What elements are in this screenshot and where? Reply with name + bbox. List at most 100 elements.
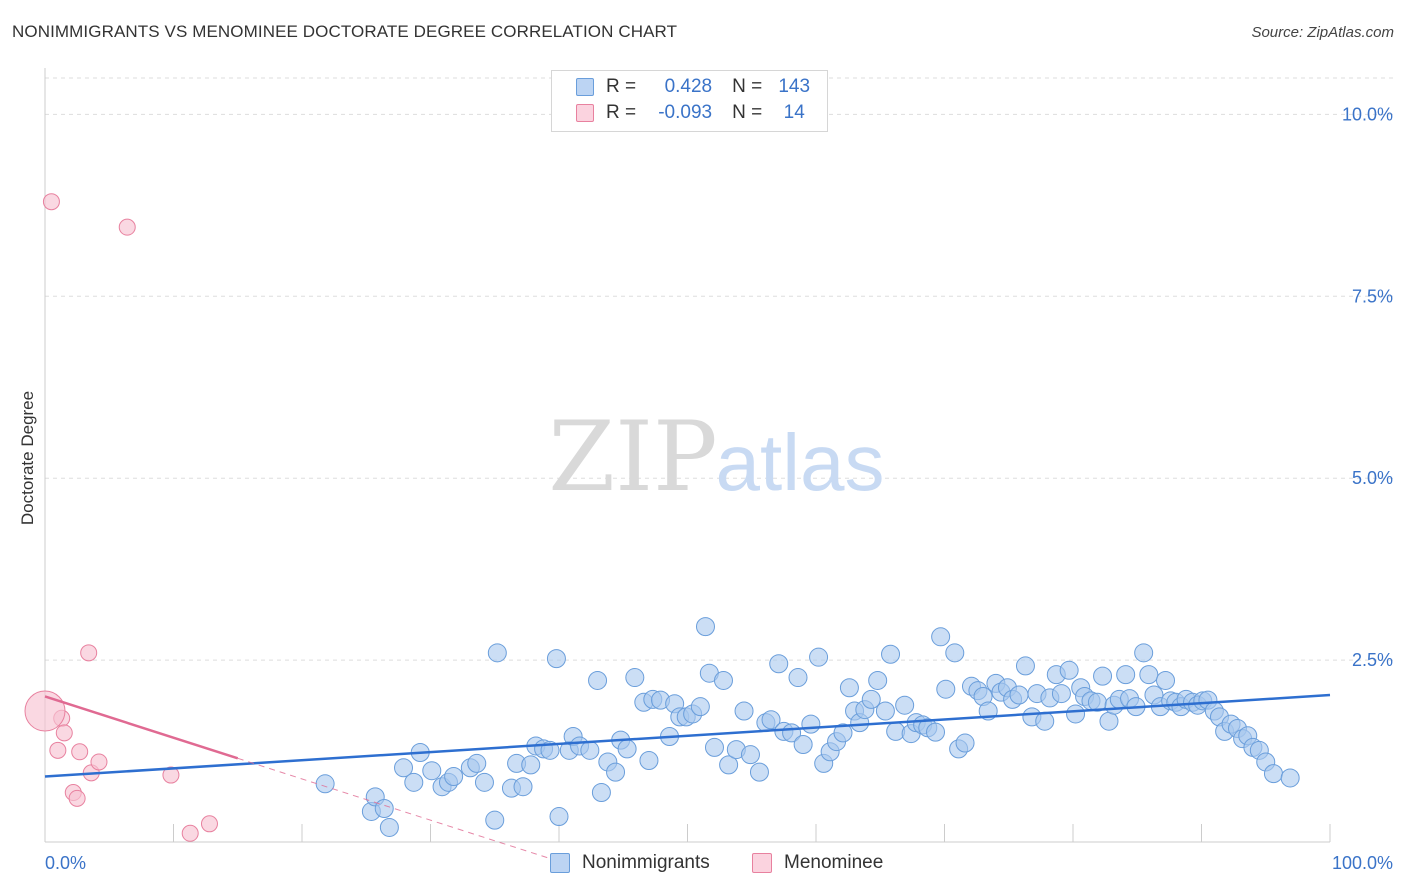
nonimmigrants-point <box>1280 768 1300 788</box>
legend-swatch-pink <box>752 853 772 873</box>
nonimmigrants-point <box>875 701 895 721</box>
menominee-trend-line <box>44 695 239 760</box>
y-tick-label: 2.5% <box>1352 650 1393 670</box>
legend-swatch-pink <box>576 104 594 122</box>
menominee-points <box>24 193 218 842</box>
nonimmigrants-point <box>1139 665 1159 685</box>
nonimmigrants-point <box>1263 764 1283 784</box>
x-tick-label: 0.0% <box>45 853 86 873</box>
nonimmigrants-point <box>761 710 781 730</box>
nonimmigrants-point <box>617 739 637 759</box>
nonimmigrants-point <box>1116 665 1136 685</box>
menominee-point <box>49 741 67 759</box>
nonimmigrants-point <box>549 807 569 827</box>
nonimmigrants-point <box>839 678 859 698</box>
nonimmigrants-point <box>881 644 901 664</box>
source-label: Source: ZipAtlas.com <box>1251 24 1394 41</box>
nonimmigrants-point <box>315 774 335 794</box>
legend-item-nonimmigrants[interactable]: Nonimmigrants <box>550 852 710 874</box>
menominee-point <box>181 824 199 842</box>
menominee-point <box>90 753 108 771</box>
legend-item-menominee[interactable]: Menominee <box>752 852 883 874</box>
nonimmigrants-point <box>955 733 975 753</box>
nonimmigrants-point <box>487 643 507 663</box>
watermark-zip: ZIP <box>548 401 717 513</box>
nonimmigrants-point <box>546 649 566 669</box>
legend-n-label: N = <box>732 76 763 97</box>
nonimmigrants-point <box>936 679 956 699</box>
nonimmigrants-point <box>422 761 442 781</box>
legend-n-label: N = <box>732 102 763 123</box>
nonimmigrants-point <box>588 670 608 690</box>
nonimmigrants-point <box>868 670 888 690</box>
legend-row-menominee: R = -0.093 N = 14 <box>576 102 820 124</box>
nonimmigrants-point <box>695 617 715 637</box>
menominee-trend-extension <box>237 757 560 862</box>
nonimmigrants-point <box>591 783 611 803</box>
legend-item-label: Nonimmigrants <box>582 852 710 873</box>
nonimmigrants-point <box>931 627 951 647</box>
nonimmigrants-point <box>740 745 760 765</box>
nonimmigrants-point <box>474 772 494 792</box>
nonimmigrants-point <box>1156 670 1176 690</box>
nonimmigrants-point <box>444 767 464 787</box>
nonimmigrants-point <box>895 695 915 715</box>
legend-r-value: -0.093 <box>658 102 713 123</box>
menominee-point <box>24 690 66 732</box>
stats-legend: R = 0.428 N = 143 R = -0.093 N = 14 <box>551 70 828 132</box>
grid-lines <box>45 77 1395 661</box>
nonimmigrants-point <box>1051 684 1071 704</box>
chart-title: NONIMMIGRANTS VS MENOMINEE DOCTORATE DEG… <box>12 22 678 41</box>
y-axis-label: Doctorate Degree <box>18 391 37 525</box>
y-tick-label: 5.0% <box>1352 468 1393 488</box>
legend-swatch-blue <box>576 78 594 96</box>
nonimmigrants-point <box>809 647 829 667</box>
menominee-point <box>55 724 73 742</box>
menominee-point <box>80 644 98 662</box>
nonimmigrants-point <box>467 753 487 773</box>
menominee-point <box>42 193 60 211</box>
watermark-atlas: atlas <box>716 418 885 507</box>
legend-n-value: 143 <box>778 76 811 97</box>
nonimmigrants-point <box>404 772 424 792</box>
nonimmigrants-point <box>521 755 541 775</box>
y-tick-label: 10.0% <box>1342 104 1393 124</box>
legend-swatch-blue <box>550 853 570 873</box>
nonimmigrants-point <box>861 689 881 709</box>
nonimmigrants-point <box>625 668 645 688</box>
nonimmigrants-point <box>374 799 394 819</box>
nonimmigrants-point <box>793 734 813 754</box>
legend-item-label: Menominee <box>784 852 884 873</box>
nonimmigrants-point <box>606 762 626 782</box>
nonimmigrants-point <box>749 762 769 782</box>
nonimmigrants-point <box>1134 643 1154 663</box>
trend-lines <box>44 693 1331 862</box>
legend-r-label: R = <box>606 76 637 97</box>
nonimmigrants-point <box>1093 666 1113 686</box>
nonimmigrants-point <box>769 654 789 674</box>
nonimmigrants-point <box>926 722 946 742</box>
nonimmigrants-point <box>580 740 600 760</box>
nonimmigrants-point <box>485 810 505 830</box>
x-tick-label: 100.0% <box>1332 853 1393 873</box>
menominee-point <box>118 218 136 236</box>
nonimmigrants-point <box>713 670 733 690</box>
menominee-point <box>200 815 218 833</box>
menominee-point <box>162 766 180 784</box>
nonimmigrants-point <box>704 737 724 757</box>
menominee-point <box>68 789 86 807</box>
y-tick-label: 7.5% <box>1352 286 1393 306</box>
nonimmigrants-trend-line <box>44 693 1331 778</box>
legend-n-value: 14 <box>783 102 805 123</box>
nonimmigrants-point <box>801 714 821 734</box>
nonimmigrants-point <box>788 668 808 688</box>
series-legend: Nonimmigrants Menominee <box>0 852 1406 876</box>
nonimmigrants-point <box>379 817 399 837</box>
nonimmigrants-point <box>394 758 414 778</box>
nonimmigrants-point <box>833 723 853 743</box>
nonimmigrants-point <box>1015 656 1035 676</box>
nonimmigrants-point <box>1009 685 1029 705</box>
legend-r-value: 0.428 <box>664 76 713 97</box>
nonimmigrants-point <box>719 755 739 775</box>
